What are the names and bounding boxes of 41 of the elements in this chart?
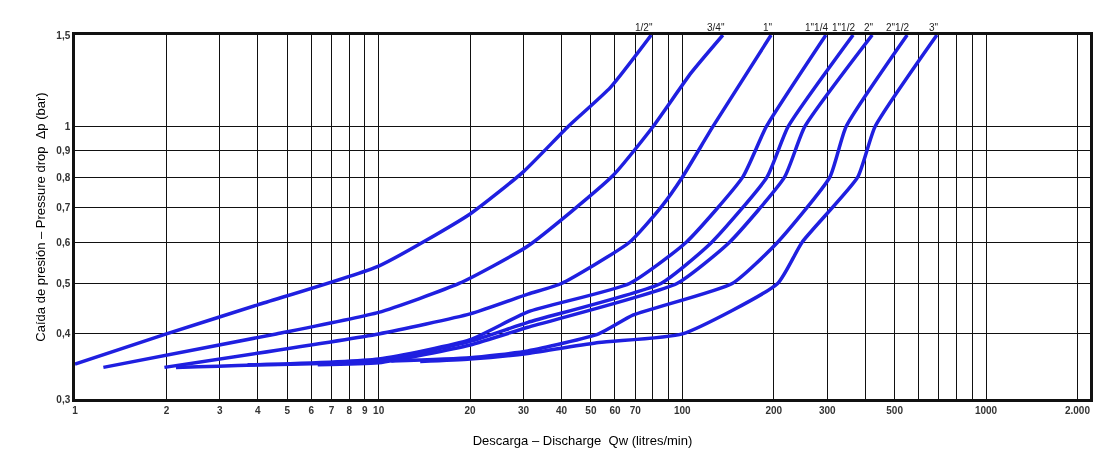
series-label: 1" xyxy=(763,22,773,33)
x-tick-label: 1 xyxy=(72,404,79,416)
series-label: 1"1/2 xyxy=(832,22,856,33)
x-tick-label: 1000 xyxy=(974,404,998,416)
x-tick-label: 9 xyxy=(362,404,368,416)
y-tick-label: 0,7 xyxy=(56,201,71,213)
x-tick-label: 30 xyxy=(518,404,530,416)
x-tick-label: 70 xyxy=(629,404,642,416)
x-tick-label: 5 xyxy=(284,404,291,416)
y-tick-label: 0,4 xyxy=(56,328,71,340)
series-label: 3/4" xyxy=(707,22,725,33)
y-tick-label: 0,6 xyxy=(56,236,71,248)
x-tick-label: 7 xyxy=(328,404,335,416)
x-tick-label: 500 xyxy=(886,404,904,416)
y-tick-label: 1,5 xyxy=(56,29,71,41)
y-tick-label: 1 xyxy=(64,121,71,133)
series-label: 2"1/2 xyxy=(886,22,910,33)
y-tick-label: 0,9 xyxy=(56,145,71,157)
series-label: 2" xyxy=(864,22,874,33)
x-tick-label: 10 xyxy=(373,404,385,416)
x-tick-label: 3 xyxy=(217,404,224,416)
y-tick-label: 0,8 xyxy=(56,171,71,183)
x-tick-label: 8 xyxy=(346,404,353,416)
x-tick-label: 4 xyxy=(255,404,262,416)
x-tick-label: 6 xyxy=(308,404,315,416)
x-tick-label: 40 xyxy=(555,404,568,416)
y-tick-label: 0,5 xyxy=(56,277,71,289)
x-axis-title: Descarga – Discharge Qw (litres/min) xyxy=(472,433,693,449)
series-label: 1"1/4 xyxy=(805,22,829,33)
x-tick-label: 200 xyxy=(765,404,783,416)
x-tick-label: 100 xyxy=(674,404,692,416)
x-tick-label: 20 xyxy=(464,404,477,416)
x-tick-label: 60 xyxy=(609,404,621,416)
x-tick-label: 300 xyxy=(818,404,837,416)
y-tick-label: 0,3 xyxy=(56,393,71,405)
y-axis-title: Caída de presión – Pressure drop Δp (bar) xyxy=(33,92,49,342)
series-label: 3" xyxy=(929,22,939,33)
x-tick-label: 2.000 xyxy=(1064,404,1091,416)
x-tick-label: 2 xyxy=(163,404,170,416)
x-tick-label: 50 xyxy=(585,404,597,416)
series-label: 1/2" xyxy=(635,22,653,33)
